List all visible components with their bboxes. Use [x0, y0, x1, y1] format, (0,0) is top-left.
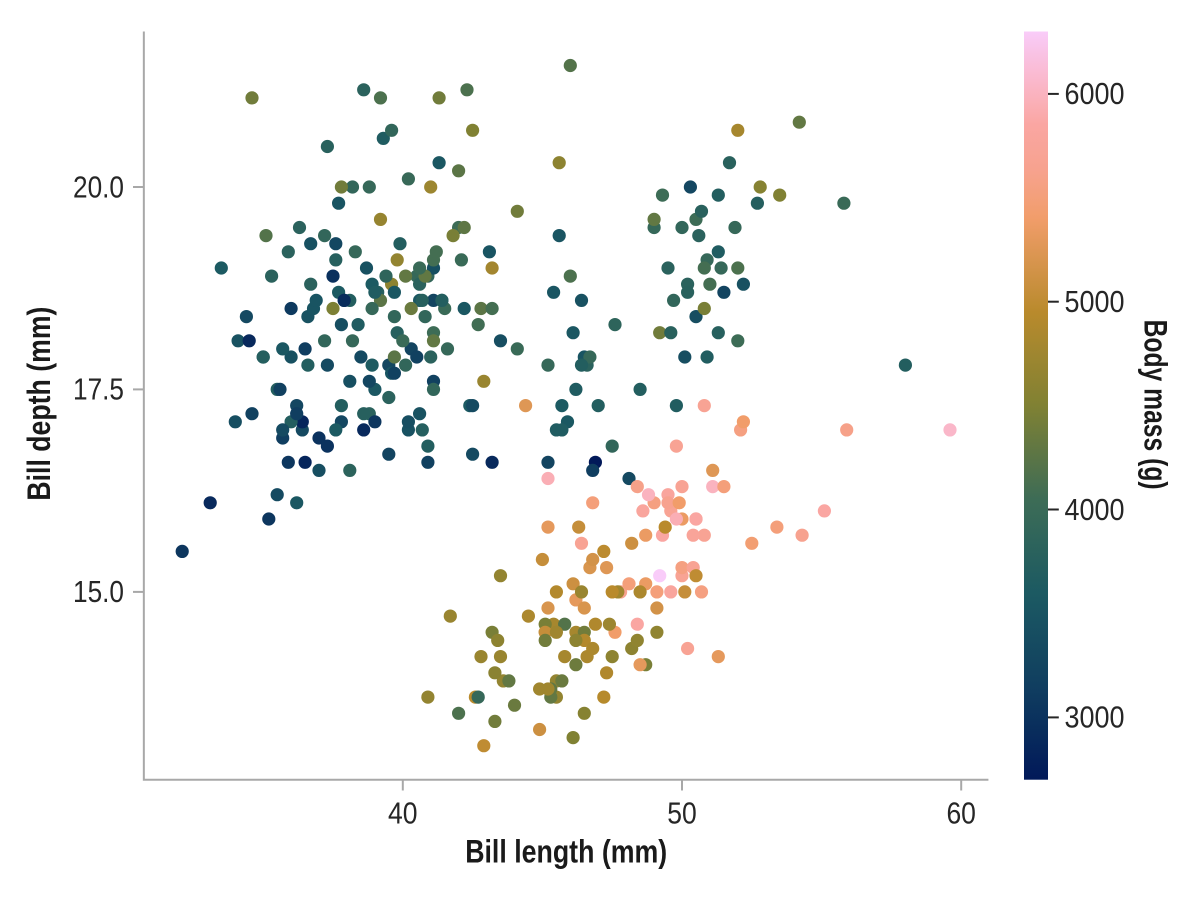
svg-text:15.0: 15.0 — [73, 575, 124, 609]
svg-text:Bill depth (mm): Bill depth (mm) — [21, 307, 57, 501]
svg-text:4000: 4000 — [1065, 493, 1125, 527]
svg-text:50: 50 — [667, 796, 697, 830]
svg-text:Body mass (g): Body mass (g) — [1138, 320, 1174, 490]
svg-text:Bill length (mm): Bill length (mm) — [465, 834, 667, 870]
svg-text:60: 60 — [946, 796, 976, 830]
svg-text:6000: 6000 — [1065, 77, 1125, 111]
svg-text:3000: 3000 — [1065, 701, 1125, 735]
svg-text:5000: 5000 — [1065, 285, 1125, 319]
svg-text:17.5: 17.5 — [73, 373, 124, 407]
svg-text:20.0: 20.0 — [73, 170, 124, 204]
svg-text:40: 40 — [388, 796, 418, 830]
